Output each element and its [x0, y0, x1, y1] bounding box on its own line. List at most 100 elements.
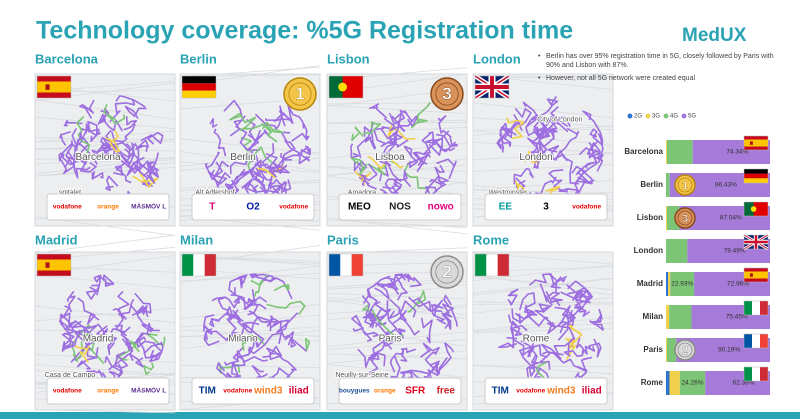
- route: [251, 153, 278, 168]
- category-label: Madrid: [637, 279, 663, 288]
- flag-stripe: [744, 271, 768, 279]
- bar-segment: [666, 140, 668, 164]
- legend-label: 5G: [688, 114, 696, 120]
- route: [248, 310, 272, 324]
- street: [326, 350, 468, 364]
- medal-rank: 1: [295, 84, 305, 104]
- route: [367, 156, 404, 169]
- route: [112, 298, 135, 320]
- route: [136, 305, 154, 330]
- street: [179, 364, 321, 368]
- route: [63, 119, 83, 127]
- route: [362, 121, 382, 135]
- value-label: 75.45%: [726, 314, 748, 321]
- route: [228, 276, 244, 296]
- flag-stripe: [744, 301, 752, 315]
- route: [350, 143, 360, 159]
- route: [430, 309, 447, 325]
- legend-label: 3G: [652, 114, 660, 120]
- operator-logo: TIM: [199, 386, 216, 397]
- coverage-routes: [350, 102, 458, 204]
- medal-rank: 1: [682, 180, 688, 192]
- street: [326, 158, 468, 177]
- coverage-routes: [351, 273, 458, 389]
- bar-segment: [666, 239, 688, 263]
- place-label: Paris: [379, 334, 402, 345]
- route: [230, 354, 246, 376]
- flag-stripe: [744, 139, 768, 147]
- route: [76, 115, 91, 154]
- route: [547, 306, 575, 335]
- coverage-routes: [498, 273, 605, 389]
- street: [472, 189, 614, 194]
- medal-inner: [677, 177, 693, 193]
- route: [374, 284, 400, 300]
- route: [392, 309, 407, 325]
- route: [245, 129, 262, 156]
- flag-stripe: [752, 367, 760, 381]
- route: [380, 273, 402, 283]
- route: [238, 335, 260, 359]
- operator-strip: [46, 193, 170, 221]
- route: [213, 128, 227, 157]
- route: [395, 328, 406, 339]
- street: [472, 365, 614, 368]
- street: [34, 158, 176, 160]
- place-label: Milano: [228, 334, 258, 345]
- route: [496, 132, 507, 153]
- category-label: Berlin: [640, 180, 663, 189]
- route: [388, 300, 417, 320]
- place-label: London: [519, 152, 552, 163]
- route: [513, 339, 536, 358]
- city-label: Madrid: [35, 232, 78, 247]
- place-label: Berlin: [230, 152, 256, 163]
- medal-inner: [435, 260, 459, 284]
- route: [499, 130, 512, 148]
- operator-logo: 3: [543, 202, 549, 213]
- route: [125, 339, 134, 361]
- route: [424, 351, 448, 375]
- value-label: 62.38%: [733, 380, 755, 387]
- route: [269, 312, 299, 334]
- operator-logo: orange: [374, 388, 396, 395]
- route: [395, 170, 412, 188]
- operator-strip: [484, 377, 608, 405]
- street: [34, 159, 176, 164]
- route: [250, 274, 269, 297]
- flag-stripe: [760, 367, 768, 381]
- route: [66, 291, 76, 313]
- route: [350, 157, 368, 175]
- route: [93, 274, 105, 296]
- flag: [328, 75, 364, 99]
- operator-logo: EE: [499, 202, 513, 213]
- street: [326, 327, 468, 347]
- medal-inner: [435, 82, 459, 106]
- route: [247, 332, 283, 355]
- route: [545, 185, 561, 201]
- flag-emblem: [750, 206, 757, 212]
- title: Technology coverage: %5G Registration ti…: [36, 17, 573, 45]
- route: [389, 348, 405, 373]
- route: [280, 152, 311, 165]
- street: [326, 164, 468, 176]
- route: [507, 314, 528, 332]
- city-label: Rome: [473, 232, 509, 247]
- place-label: Neuilly-sur-Seine: [335, 372, 388, 379]
- route: [247, 146, 275, 172]
- coverage-routes: [204, 99, 312, 206]
- route: [523, 150, 540, 164]
- route: [204, 151, 220, 169]
- route: [421, 131, 433, 158]
- operator-strip: [46, 377, 170, 405]
- flag: [743, 168, 769, 184]
- place-label: Rome: [523, 334, 550, 345]
- route: [304, 337, 311, 351]
- operator-logo: NOS: [389, 202, 411, 213]
- route: [399, 369, 430, 383]
- route: [59, 130, 71, 146]
- value-label: 90.19%: [718, 347, 740, 354]
- route: [284, 331, 297, 348]
- category-label: Milan: [643, 312, 664, 321]
- operator-logo: MÁSMÓV L: [131, 386, 166, 395]
- route: [531, 130, 550, 145]
